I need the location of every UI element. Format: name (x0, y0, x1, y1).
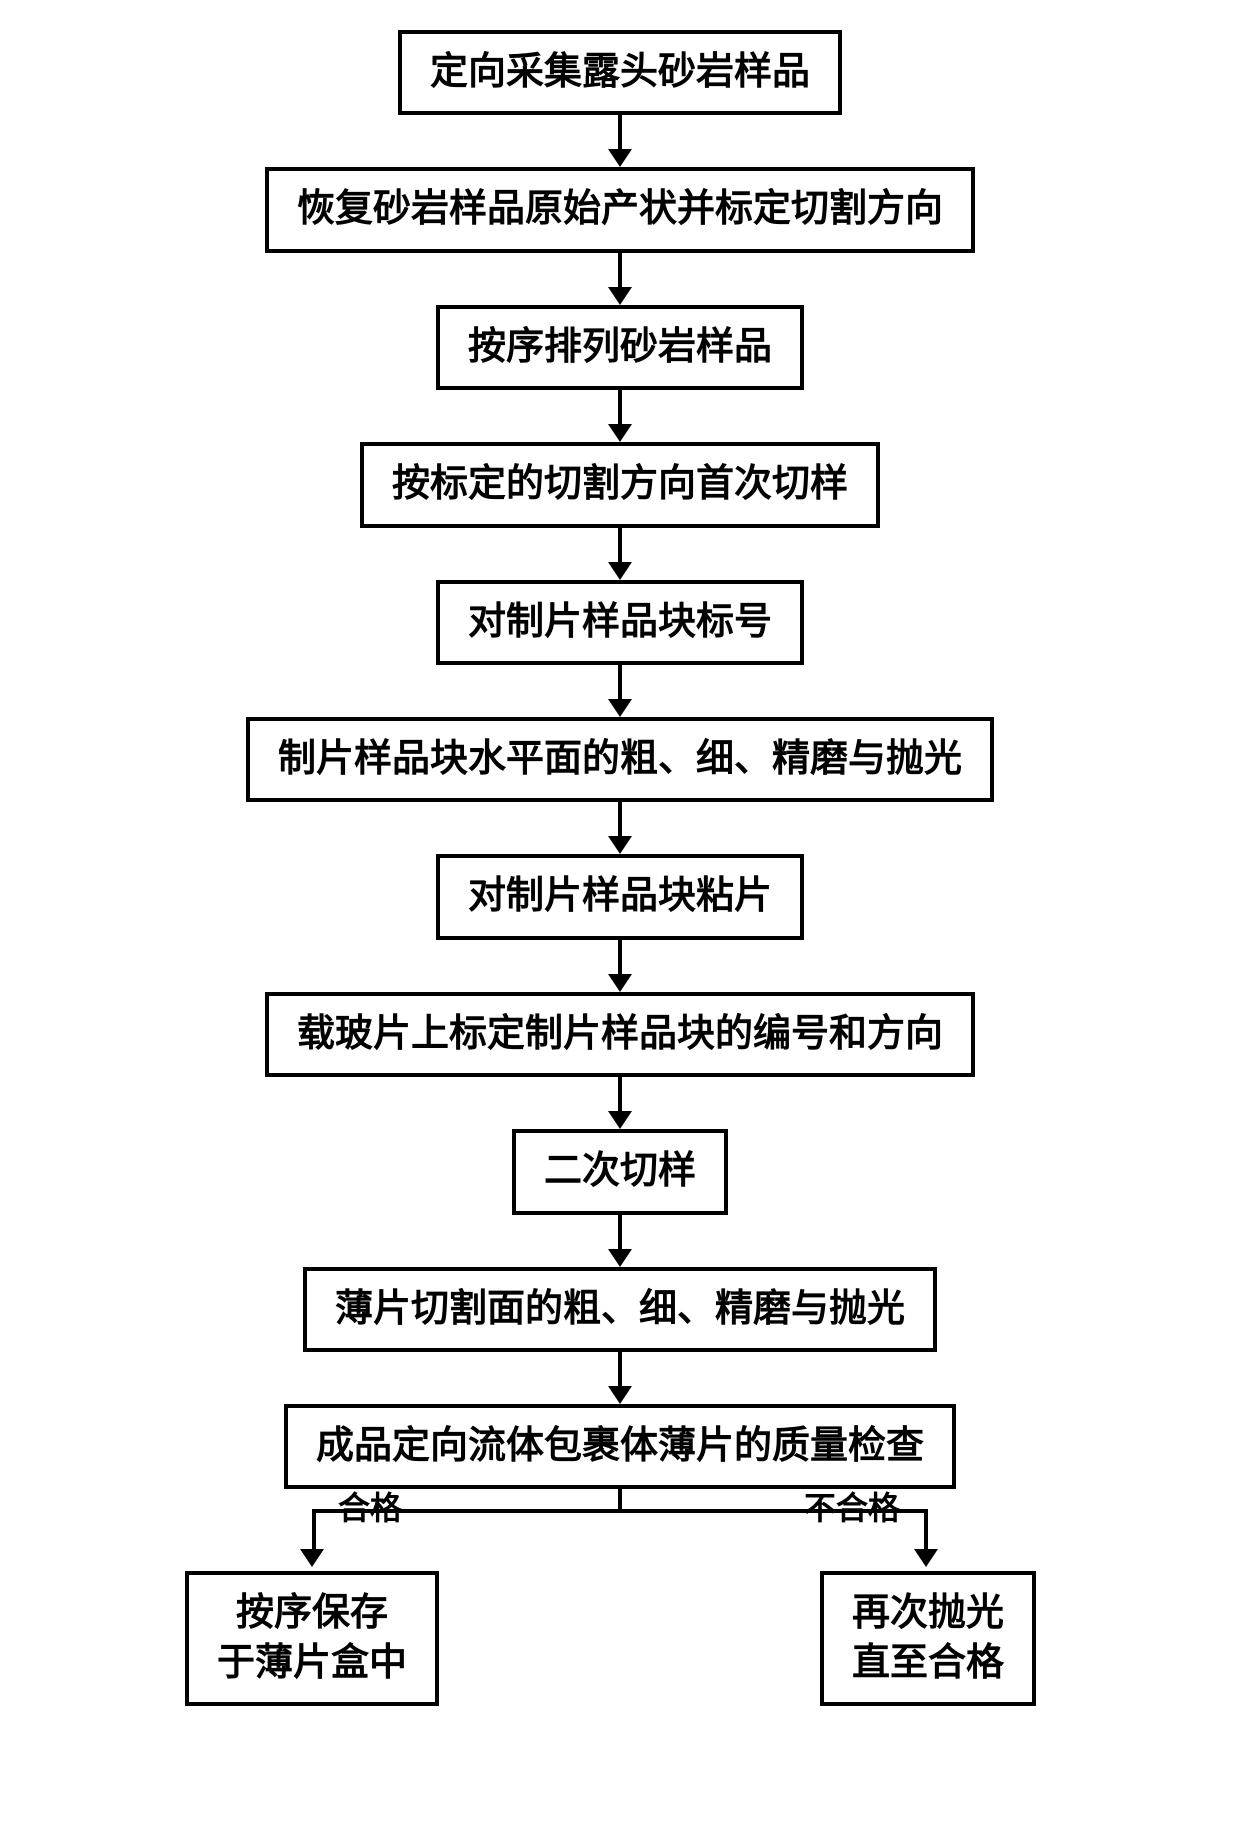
arrow-down-icon (608, 253, 632, 305)
flow-node: 按标定的切割方向首次切样 (360, 442, 880, 527)
flow-node: 载玻片上标定制片样品块的编号和方向 (265, 992, 975, 1077)
arrow-down-icon (608, 665, 632, 717)
arrow-down-icon (608, 115, 632, 167)
arrow-down-icon (608, 940, 632, 992)
flow-node: 按序保存 于薄片盒中 (185, 1571, 439, 1706)
arrow-down-icon (608, 802, 632, 854)
flow-node: 成品定向流体包裹体薄片的质量检查 (284, 1404, 956, 1489)
flow-node: 对制片样品块粘片 (436, 854, 804, 939)
flow-node: 再次抛光 直至合格 (820, 1571, 1036, 1706)
arrow-down-icon (608, 390, 632, 442)
flow-node: 二次切样 (512, 1129, 728, 1214)
arrow-down-icon (608, 1215, 632, 1267)
flow-node: 对制片样品块标号 (436, 580, 804, 665)
flow-node: 恢复砂岩样品原始产状并标定切割方向 (265, 167, 975, 252)
flow-node: 按序排列砂岩样品 (436, 305, 804, 390)
flow-node: 制片样品块水平面的粗、细、精磨与抛光 (246, 717, 994, 802)
arrow-down-icon (608, 1077, 632, 1129)
flow-node: 定向采集露头砂岩样品 (398, 30, 842, 115)
decision-branch: 合格不合格按序保存 于薄片盒中再次抛光 直至合格 (70, 1489, 1170, 1706)
arrow-down-icon (608, 1352, 632, 1404)
branch-label-fail: 不合格 (804, 1483, 900, 1529)
flow-node: 薄片切割面的粗、细、精磨与抛光 (303, 1267, 937, 1352)
branch-label-pass: 合格 (338, 1483, 402, 1529)
flowchart-container: 定向采集露头砂岩样品恢复砂岩样品原始产状并标定切割方向按序排列砂岩样品按标定的切… (70, 30, 1170, 1706)
arrow-down-icon (608, 528, 632, 580)
